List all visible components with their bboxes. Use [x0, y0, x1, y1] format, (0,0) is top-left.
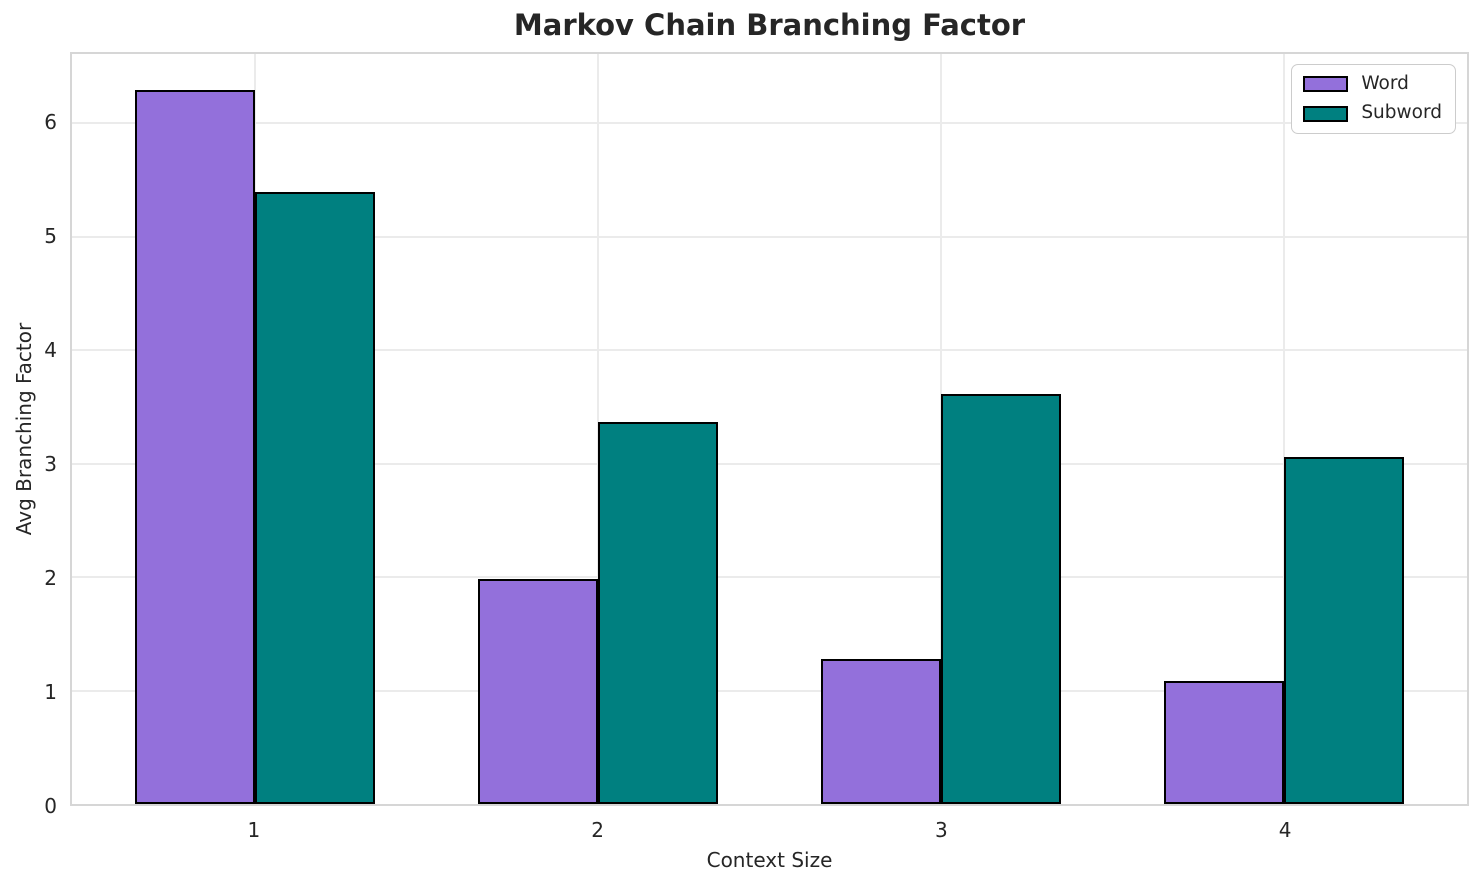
gridline-y-3 [72, 462, 1467, 465]
legend-label-word: Word [1361, 73, 1409, 94]
y-tick-4: 4 [44, 337, 57, 362]
bars-layer [72, 54, 1467, 804]
gridline-y-2 [72, 576, 1467, 579]
x-tick-3: 3 [934, 818, 948, 842]
y-tick-0: 0 [44, 794, 57, 818]
bar-subword-2 [598, 421, 719, 804]
gridline-y-5 [72, 235, 1467, 238]
x-axis-label: Context Size [706, 848, 833, 872]
legend-label-subword: Subword [1361, 102, 1442, 124]
bar-word-2 [478, 579, 599, 804]
bar-word-3 [820, 658, 941, 804]
bar-word-1 [135, 90, 256, 804]
plot-area: Word Subword [70, 52, 1469, 806]
gridline-y-1 [72, 689, 1467, 692]
x-tick-2: 2 [591, 818, 604, 842]
gridline-x-4 [1282, 54, 1285, 804]
legend-item-subword: Subword [1303, 102, 1442, 124]
y-tick-6: 6 [44, 109, 57, 134]
y-axis-ticks: 0 1 2 3 4 5 6 [0, 52, 57, 816]
bar-subword-3 [940, 394, 1061, 804]
bar-subword-1 [255, 192, 376, 804]
gridline-y-6 [72, 122, 1467, 125]
y-tick-2: 2 [44, 565, 57, 590]
x-tick-1: 1 [247, 818, 261, 842]
chart-title: Markov Chain Branching Factor [513, 8, 1026, 42]
x-axis-ticks: 1 2 3 4 [70, 820, 1469, 846]
legend-swatch-word [1303, 76, 1349, 93]
legend: Word Subword [1291, 64, 1456, 134]
legend-swatch-subword [1303, 105, 1349, 122]
gridline-y-4 [72, 349, 1467, 352]
bar-subword-4 [1283, 456, 1404, 804]
legend-item-word: Word [1303, 73, 1442, 94]
bar-word-4 [1163, 681, 1284, 804]
y-tick-3: 3 [44, 451, 57, 476]
x-tick-4: 4 [1278, 818, 1292, 842]
y-tick-1: 1 [44, 679, 57, 704]
y-tick-5: 5 [44, 223, 57, 248]
